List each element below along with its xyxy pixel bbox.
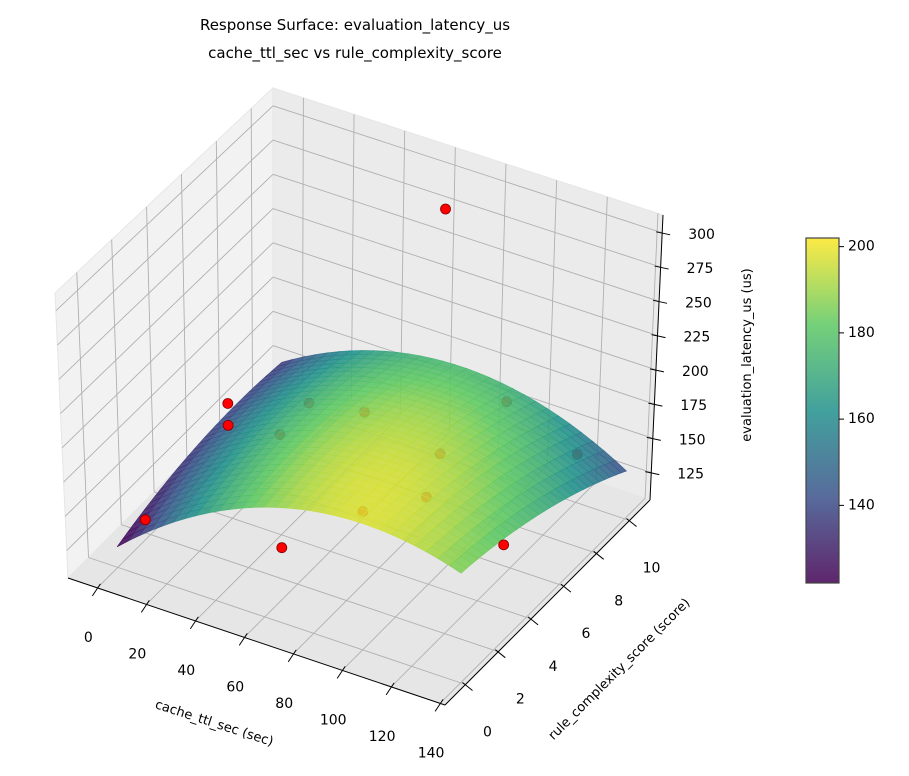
y-tick bbox=[527, 616, 539, 626]
y-tick bbox=[626, 518, 637, 527]
z-gridline bbox=[57, 139, 274, 346]
colorbar-tick-label: 200 bbox=[848, 239, 875, 255]
colorbar-tick-label: 140 bbox=[848, 497, 875, 513]
data-point bbox=[222, 398, 234, 409]
y-tick bbox=[560, 583, 572, 593]
z-gridline bbox=[272, 276, 655, 405]
chart-title: Response Surface: evaluation_latency_us bbox=[200, 16, 510, 35]
colorbar: 140 160 180 200 bbox=[805, 237, 875, 584]
x-tick-label: 20 bbox=[128, 646, 146, 662]
z-gridline bbox=[66, 345, 274, 551]
z-tick bbox=[649, 368, 665, 373]
z-gridline bbox=[58, 173, 274, 380]
z-gridline bbox=[63, 276, 274, 483]
y-gridline bbox=[76, 272, 89, 558]
x-tick bbox=[189, 616, 199, 630]
z-gridline bbox=[272, 208, 658, 337]
z-tick-label: 250 bbox=[685, 295, 712, 311]
y-axis-label: rule_complexity_score (score) bbox=[546, 596, 694, 744]
z-gridline bbox=[272, 105, 663, 234]
colorbar-tick-label: 160 bbox=[848, 411, 875, 427]
x-tick bbox=[385, 682, 395, 696]
z-tick-label: 275 bbox=[687, 261, 714, 277]
z-tick bbox=[654, 265, 669, 270]
x-tick-label: 40 bbox=[177, 663, 195, 679]
z-tick-label: 125 bbox=[677, 467, 704, 483]
x-tick-label: 140 bbox=[418, 745, 445, 761]
x-gridline bbox=[439, 498, 646, 704]
x-gridline bbox=[390, 481, 597, 688]
x-axis-label: cache_ttl_sec (sec) bbox=[153, 697, 275, 749]
z-tick bbox=[651, 334, 666, 339]
x-tick-label: 60 bbox=[226, 679, 244, 695]
y-gridline bbox=[88, 557, 466, 685]
z-gridline bbox=[61, 242, 274, 449]
y-tick-label: 4 bbox=[549, 659, 558, 675]
z-tick-label: 175 bbox=[680, 398, 707, 414]
y-tick-label: 0 bbox=[483, 725, 492, 741]
colorbar-gradient bbox=[805, 237, 840, 584]
z-gridline bbox=[272, 173, 660, 302]
z-tick-label: 200 bbox=[682, 364, 709, 380]
z-tick bbox=[646, 436, 661, 441]
z-gridline bbox=[272, 139, 661, 268]
colorbar-tick-label: 180 bbox=[848, 325, 875, 341]
z-gridline bbox=[272, 242, 657, 371]
z-gridline bbox=[55, 105, 274, 312]
z-tick bbox=[645, 471, 660, 476]
response-surface bbox=[116, 350, 628, 574]
x-gridline bbox=[301, 97, 304, 383]
data-point bbox=[440, 203, 451, 215]
z-axis-line bbox=[649, 214, 664, 501]
y-gridline bbox=[121, 524, 499, 653]
y-gridline bbox=[146, 206, 155, 492]
axes: 0 20 40 60 80 100 120 140 0 2 4 6 8 10 125 150 175 200 225… bbox=[67, 214, 715, 761]
z-tick-label: 300 bbox=[688, 227, 715, 243]
x-tick-label: 80 bbox=[275, 696, 293, 712]
z-gridline bbox=[60, 208, 274, 414]
x-tick-label: 100 bbox=[320, 712, 347, 728]
x-tick bbox=[91, 583, 101, 597]
z-tick bbox=[648, 402, 663, 407]
y-tick-label: 2 bbox=[516, 692, 525, 708]
x-axis-line bbox=[67, 577, 446, 706]
x-tick-label: 0 bbox=[84, 630, 93, 646]
data-point bbox=[222, 420, 234, 431]
x-gridline bbox=[644, 213, 659, 499]
y-gridline bbox=[153, 491, 532, 620]
z-tick bbox=[656, 231, 671, 236]
x-tick-label: 120 bbox=[369, 729, 396, 745]
y-tick bbox=[462, 682, 473, 691]
y-tick bbox=[494, 649, 506, 659]
y-tick bbox=[593, 550, 605, 560]
surface-patch bbox=[448, 560, 468, 574]
x-gridline bbox=[595, 196, 608, 482]
chart-subtitle: cache_ttl_sec vs rule_complexity_score bbox=[208, 44, 502, 63]
data-point bbox=[276, 542, 288, 554]
z-tick bbox=[652, 299, 668, 304]
y-tick-label: 8 bbox=[614, 593, 623, 609]
y-gridline bbox=[250, 108, 253, 394]
y-gridline bbox=[180, 174, 188, 460]
data-points bbox=[139, 203, 510, 554]
y-tick-label: 6 bbox=[581, 626, 590, 642]
x-tick bbox=[140, 600, 150, 613]
z-gridline bbox=[64, 311, 274, 517]
z-tick-label: 150 bbox=[679, 432, 706, 448]
x-tick bbox=[434, 699, 444, 712]
y-tick-label: 10 bbox=[643, 561, 661, 577]
x-tick bbox=[287, 649, 297, 663]
x-tick bbox=[238, 633, 248, 646]
y-gridline bbox=[111, 239, 122, 525]
y-gridline bbox=[215, 141, 221, 427]
data-point bbox=[498, 539, 510, 551]
x-tick bbox=[336, 666, 346, 679]
data-point bbox=[139, 514, 151, 526]
z-tick-label: 225 bbox=[684, 330, 711, 346]
y-axis-line bbox=[444, 499, 651, 706]
z-axis-label: evaluation_latency_us (us) bbox=[740, 268, 755, 441]
